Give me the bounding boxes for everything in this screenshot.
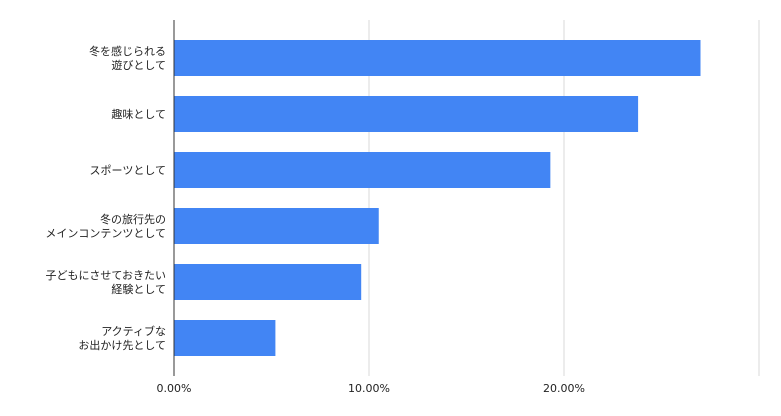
category-label: 子どもにさせておきたい経験として [46, 269, 166, 296]
bar [174, 264, 362, 300]
x-tick-label: 0.00% [157, 382, 192, 395]
bar [174, 320, 276, 356]
bar [174, 152, 551, 188]
category-label: 趣味として [111, 107, 166, 121]
x-tick-labels: 0.00% 10.00% 20.00% [157, 382, 585, 395]
category-label: 冬を感じられる遊びとして [89, 44, 166, 72]
bar [174, 96, 639, 132]
bars [174, 40, 701, 356]
bar [174, 208, 379, 244]
category-label: スポーツとして [90, 164, 166, 177]
bar [174, 40, 701, 76]
category-label: 冬の旅行先のメインコンテンツとして [45, 212, 166, 240]
category-label: アクティブなお出かけ先として [78, 324, 166, 352]
x-tick-label: 20.00% [543, 382, 585, 395]
category-labels: 冬を感じられる遊びとして趣味としてスポーツとして冬の旅行先のメインコンテンツとし… [45, 44, 166, 352]
gridlines [368, 20, 760, 376]
x-tick-label: 10.00% [348, 382, 390, 395]
